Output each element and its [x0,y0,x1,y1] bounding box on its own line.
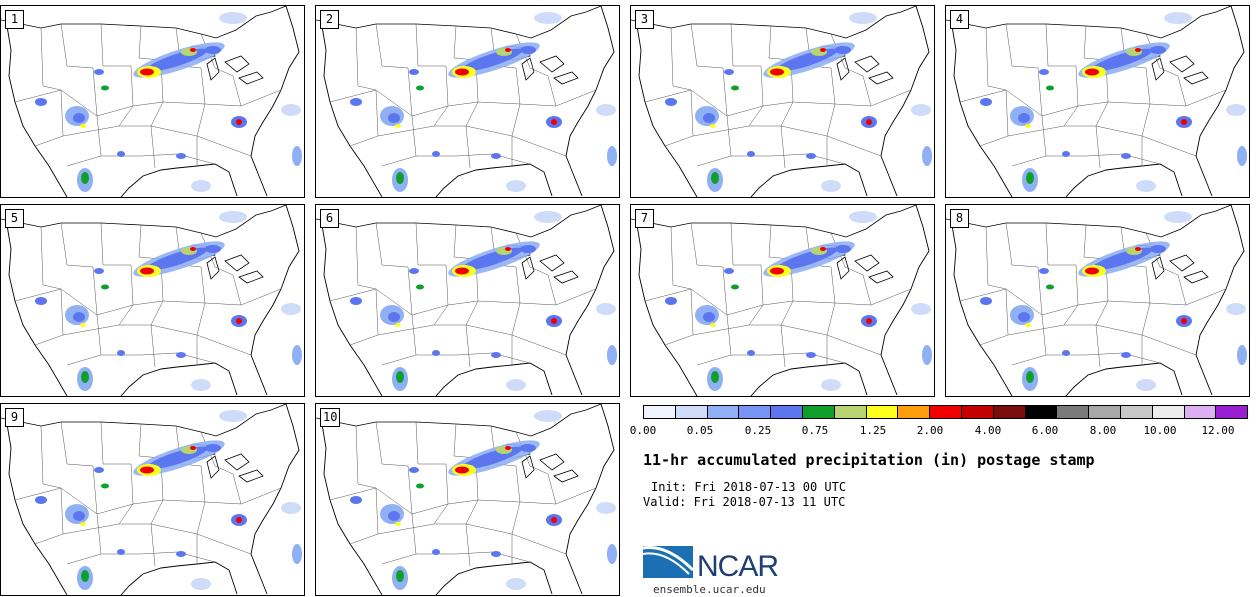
colorbar-swatch [1025,406,1058,418]
precip-map-9 [1,404,303,595]
colorbar-tick: 6.00 [1031,424,1059,437]
panel-8: 8 [945,204,1250,397]
precip-map-6 [316,205,618,396]
colorbar-swatch [675,406,708,418]
ncar-logo-icon [643,545,695,578]
panel-number: 1 [5,10,24,29]
panel-9: 9 [0,403,305,596]
colorbar-swatch [739,406,772,418]
panel-3: 3 [630,5,935,198]
panel-number: 7 [635,209,654,228]
init-time: Init: Fri 2018-07-13 00 UTC [651,480,847,494]
precip-map-2 [316,6,618,197]
colorbar-swatch [1152,406,1185,418]
precip-colorbar [643,405,1248,419]
panel-10: 10 [315,403,620,596]
panel-4: 4 [945,5,1250,198]
colorbar-tick: 0.05 [686,424,714,437]
colorbar-swatch [898,406,931,418]
panel-1: 1 [0,5,305,198]
ncar-logo-text: NCAR [697,550,779,583]
colorbar-swatch [1216,406,1248,418]
colorbar-swatch [644,406,676,418]
colorbar-swatch [961,406,994,418]
colorbar-tick: 0.25 [744,424,772,437]
valid-time: Valid: Fri 2018-07-13 11 UTC [643,495,846,509]
panel-number: 5 [5,209,24,228]
panel-number: 10 [320,408,341,427]
precip-map-8 [946,205,1248,396]
precip-map-7 [631,205,933,396]
panel-number: 9 [5,408,24,427]
precip-map-5 [1,205,303,396]
panel-7: 7 [630,204,935,397]
panel-number: 4 [950,10,969,29]
colorbar-swatch [707,406,740,418]
colorbar-swatch [866,406,899,418]
panel-number: 2 [320,10,339,29]
panel-number: 6 [320,209,339,228]
colorbar-swatch [1120,406,1153,418]
colorbar-tick: 12.00 [1201,424,1235,437]
colorbar-swatch [930,406,962,418]
panel-number: 8 [950,209,969,228]
site-url[interactable]: ensemble.ucar.edu [653,583,766,596]
colorbar-swatch [834,406,867,418]
colorbar-swatch [1089,406,1121,418]
precip-map-1 [1,6,303,197]
colorbar-swatch [771,406,803,418]
colorbar-tick: 4.00 [974,424,1002,437]
precip-map-3 [631,6,933,197]
colorbar-swatch [993,406,1026,418]
colorbar-tick: 8.00 [1089,424,1117,437]
colorbar-swatch [1184,406,1217,418]
colorbar-tick: 1.25 [859,424,887,437]
panel-number: 3 [635,10,654,29]
chart-title: 11-hr accumulated precipitation (in) pos… [643,451,1095,469]
panel-5: 5 [0,204,305,397]
colorbar-tick: 0.00 [629,424,657,437]
colorbar-tick: 10.00 [1143,424,1177,437]
colorbar-swatch [802,406,835,418]
precip-map-4 [946,6,1248,197]
precip-map-10 [316,404,618,595]
panel-2: 2 [315,5,620,198]
panel-6: 6 [315,204,620,397]
colorbar-swatch [1057,406,1090,418]
colorbar-tick: 2.00 [916,424,944,437]
colorbar-tick: 0.75 [801,424,829,437]
